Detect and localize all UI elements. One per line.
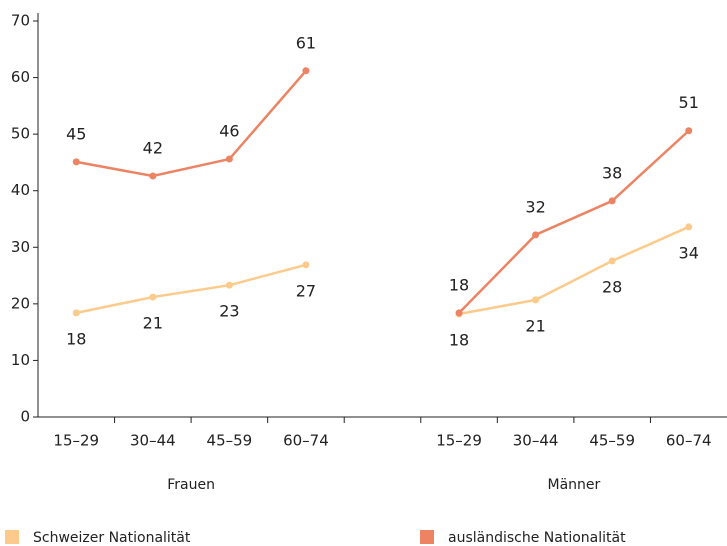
data-label: 18	[449, 331, 469, 350]
x-tick-label: 15–29	[436, 432, 482, 450]
data-label: 21	[525, 316, 545, 335]
group-label: Männer	[547, 477, 600, 493]
data-point	[225, 281, 233, 289]
data-label: 32	[525, 197, 545, 216]
data-label: 23	[219, 302, 239, 321]
data-point	[608, 257, 616, 265]
data-point	[608, 197, 616, 205]
y-tick-label: 20	[11, 294, 30, 312]
series-line	[76, 69, 690, 314]
series-line	[76, 225, 690, 316]
y-tick-label: 0	[20, 408, 30, 426]
y-tick-label: 30	[11, 238, 30, 256]
data-label: 18	[66, 329, 86, 348]
x-tick-label: 60–74	[666, 432, 712, 450]
legend-label: ausländische Nationalität	[448, 530, 626, 546]
y-tick-label: 50	[11, 125, 30, 143]
x-tick-label: 60–74	[283, 432, 329, 450]
group-label: Frauen	[167, 477, 215, 493]
data-point	[149, 293, 157, 301]
data-label: 45	[66, 124, 86, 143]
legend-swatch	[5, 530, 19, 544]
data-point	[302, 261, 310, 269]
legend-swatch	[420, 530, 434, 544]
y-tick-label: 40	[11, 181, 30, 199]
data-label: 28	[602, 277, 622, 296]
data-label: 27	[296, 281, 316, 300]
data-label: 61	[296, 33, 316, 52]
data-point	[72, 309, 80, 317]
data-label: 46	[219, 122, 239, 141]
legend-label: Schweizer Nationalität	[33, 530, 191, 546]
data-point	[149, 172, 157, 180]
y-tick-label: 10	[11, 351, 30, 369]
x-tick-label: 30–44	[130, 432, 176, 450]
x-tick-label: 15–29	[53, 432, 99, 450]
data-label: 34	[679, 243, 699, 262]
data-label: 21	[143, 314, 163, 333]
y-tick-label: 70	[11, 12, 30, 30]
data-point	[685, 223, 693, 231]
data-label: 42	[143, 139, 163, 158]
data-point	[225, 155, 233, 163]
x-tick-label: 45–59	[589, 432, 635, 450]
data-label: 18	[449, 275, 469, 294]
data-point	[532, 296, 540, 304]
x-tick-label: 30–44	[513, 432, 559, 450]
data-point	[685, 127, 693, 135]
x-tick-label: 45–59	[207, 432, 253, 450]
data-point	[455, 309, 463, 317]
data-point	[72, 158, 80, 166]
data-point	[302, 67, 310, 75]
data-label: 51	[679, 93, 699, 112]
data-label: 38	[602, 163, 622, 182]
data-point	[532, 231, 540, 239]
y-tick-label: 60	[11, 68, 30, 86]
